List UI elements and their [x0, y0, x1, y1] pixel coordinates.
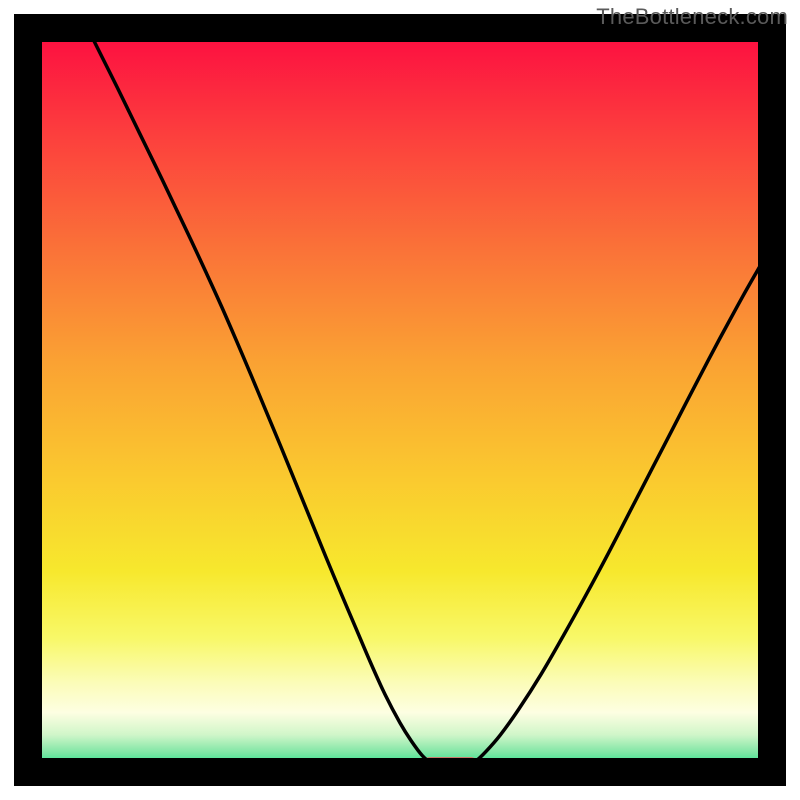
gradient-background [28, 28, 772, 772]
watermark-text: TheBottleneck.com [596, 4, 788, 30]
chart-container: TheBottleneck.com [0, 0, 800, 800]
bottleneck-v-curve-chart [0, 0, 800, 800]
